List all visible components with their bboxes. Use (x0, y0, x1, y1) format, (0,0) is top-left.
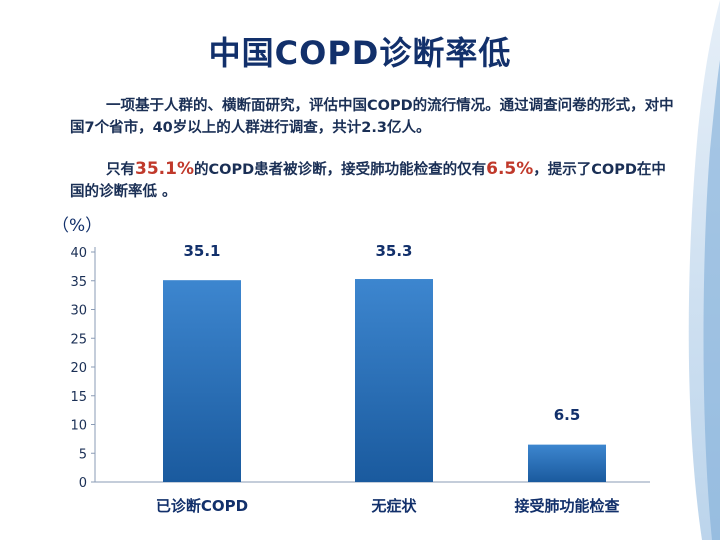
x-category-label: 接受肺功能检查 (514, 497, 620, 515)
data-label: 6.5 (554, 406, 581, 424)
finding-text-3: ，提示了COPD在中国的诊断率低 。 (70, 162, 666, 200)
finding-paragraph: 只有35.1%的COPD患者被诊断，接受肺功能检查的仅有6.5%，提示了COPD… (70, 158, 680, 203)
finding-text-1: 只有 (106, 162, 135, 178)
finding-text-2: 的COPD患者被诊断，接受肺功能检查的仅有 (193, 162, 487, 178)
page-title: 中国COPD诊断率低 (208, 34, 512, 72)
data-label: 35.3 (375, 242, 412, 260)
x-category-label: 无症状 (370, 497, 417, 515)
decorative-swoosh (688, 0, 720, 540)
y-axis-unit-label: （%） (52, 216, 102, 236)
intro-paragraph: 一项基于人群的、横断面研究，评估中国COPD的流行情况。通过调查问卷的形式，对中… (70, 98, 674, 136)
diagnosed-rate-highlight: 35.1% (135, 159, 194, 179)
x-category-label: 已诊断COPD (156, 497, 248, 515)
y-tick-label: 35 (70, 275, 87, 290)
y-tick-label: 40 (70, 246, 87, 261)
data-label: 35.1 (183, 242, 220, 260)
y-tick-label: 10 (70, 419, 87, 434)
y-tick-label: 0 (79, 476, 87, 491)
y-tick-label: 30 (70, 304, 87, 319)
y-tick-label: 15 (70, 390, 87, 405)
y-tick-label: 5 (79, 447, 87, 462)
bar (163, 280, 241, 482)
bar (528, 444, 606, 482)
spirometry-rate-highlight: 6.5% (486, 159, 534, 179)
bar (355, 279, 433, 482)
bar-chart: （%） 0 5 10 15 20 25 30 35 40 35.1 已诊断COPD 35.3 无症状 6… (52, 216, 650, 515)
y-tick-label: 20 (70, 361, 87, 376)
y-tick-label: 25 (70, 332, 87, 347)
